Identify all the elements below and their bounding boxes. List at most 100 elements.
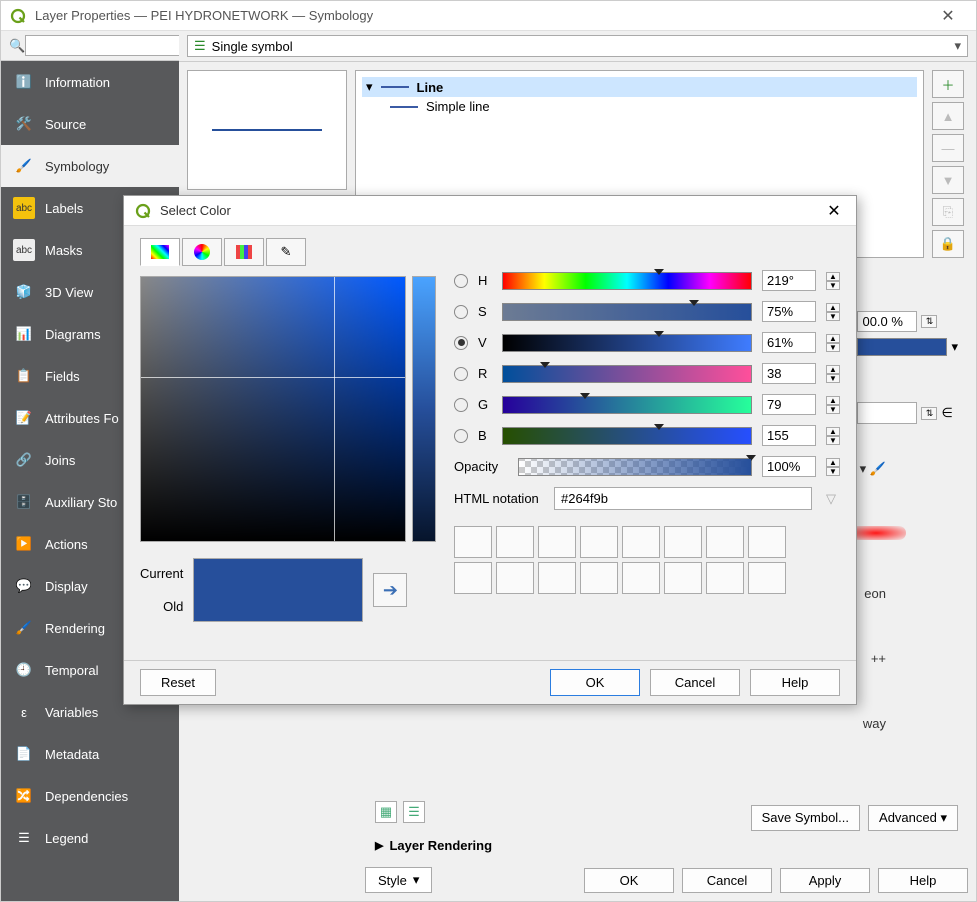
swatch-cell[interactable] (664, 562, 702, 594)
opacity-spinner[interactable]: ⇅ (921, 315, 937, 328)
swatch-cell[interactable] (454, 526, 492, 558)
swatch-cell[interactable] (454, 562, 492, 594)
tab-color-wheel[interactable] (182, 238, 222, 266)
width-spinner[interactable]: ⇅ (921, 407, 937, 420)
slider-g[interactable] (502, 396, 752, 414)
save-symbol-button[interactable]: Save Symbol... (751, 805, 860, 831)
sidebar-item-metadata[interactable]: 📄Metadata (1, 733, 179, 775)
grid-view-icon[interactable]: ▦ (375, 801, 397, 823)
style-menu-button[interactable]: Style▾ (365, 867, 432, 893)
color-cancel-button[interactable]: Cancel (650, 669, 740, 696)
form-icon: 📝 (13, 407, 35, 429)
sidebar-item-dependencies[interactable]: 🔀Dependencies (1, 775, 179, 817)
color-dialog-close-button[interactable]: ✕ (822, 201, 846, 221)
swatch-cell[interactable] (622, 562, 660, 594)
value-h[interactable] (762, 270, 816, 291)
cancel-button[interactable]: Cancel (682, 868, 772, 893)
tab-color-ramp[interactable] (140, 238, 180, 266)
radio-h[interactable] (454, 274, 468, 288)
radio-g[interactable] (454, 398, 468, 412)
color-swatch-button[interactable] (857, 338, 947, 356)
saturation-value-box[interactable] (140, 276, 406, 542)
swatch-cell[interactable] (580, 526, 618, 558)
sidebar-search-input[interactable] (25, 35, 179, 56)
label-v: V (478, 335, 492, 350)
slider-h[interactable] (502, 272, 752, 290)
help-button[interactable]: Help (878, 868, 968, 893)
move-up-button[interactable]: ▲ (932, 102, 964, 130)
hue-column[interactable] (412, 276, 436, 542)
color-help-button[interactable]: Help (750, 669, 840, 696)
view-mode-icons: ▦ ☰ (375, 801, 425, 823)
spinner-g[interactable]: ▲▼ (826, 396, 840, 414)
html-dropdown-icon[interactable]: ▽ (822, 491, 840, 507)
html-notation-input[interactable] (554, 487, 812, 510)
advanced-button[interactable]: Advanced ▾ (868, 805, 958, 831)
sidebar-item-legend[interactable]: ☰Legend (1, 817, 179, 859)
remove-symbol-layer-button[interactable]: — (932, 134, 964, 162)
width-input[interactable] (857, 402, 917, 424)
radio-r[interactable] (454, 367, 468, 381)
channel-row-g: G ▲▼ (454, 394, 840, 415)
value-opacity[interactable] (762, 456, 816, 477)
tab-color-swatches[interactable] (224, 238, 264, 266)
slider-r[interactable] (502, 365, 752, 383)
value-b[interactable] (762, 425, 816, 446)
sidebar-item-information[interactable]: ℹ️Information (1, 61, 179, 103)
spinner-b[interactable]: ▲▼ (826, 427, 840, 445)
radio-s[interactable] (454, 305, 468, 319)
swatch-cell[interactable] (622, 526, 660, 558)
layer-rendering-section[interactable]: ▶ Layer Rendering (375, 838, 492, 853)
spinner-h[interactable]: ▲▼ (826, 272, 840, 290)
slider-v[interactable] (502, 334, 752, 352)
value-r[interactable] (762, 363, 816, 384)
add-symbol-layer-button[interactable]: ＋ (932, 70, 964, 98)
radio-b[interactable] (454, 429, 468, 443)
window-close-button[interactable]: ✕ (928, 6, 968, 26)
tab-color-picker[interactable]: ✎ (266, 238, 306, 266)
symbol-mode-dropdown[interactable]: ☰ Single symbol ▾ (187, 35, 968, 57)
swatch-cell[interactable] (538, 526, 576, 558)
slider-s[interactable] (502, 303, 752, 321)
spinner-opacity[interactable]: ▲▼ (826, 458, 840, 476)
spinner-s[interactable]: ▲▼ (826, 303, 840, 321)
duplicate-button[interactable]: ⎘ (932, 198, 964, 226)
opacity-input[interactable] (857, 311, 917, 332)
tree-row-simple-line[interactable]: Simple line (386, 97, 917, 116)
move-down-button[interactable]: ▼ (932, 166, 964, 194)
tree-row-line[interactable]: ▾ Line (362, 77, 917, 97)
swatch-cell[interactable] (706, 562, 744, 594)
sidebar-item-source[interactable]: 🛠️Source (1, 103, 179, 145)
tree-collapse-icon[interactable]: ▾ (366, 79, 373, 95)
swatch-cell[interactable] (496, 526, 534, 558)
slider-opacity[interactable] (518, 458, 752, 476)
swatch-cell[interactable] (496, 562, 534, 594)
apply-button[interactable]: Apply (780, 868, 870, 893)
list-view-icon[interactable]: ☰ (403, 801, 425, 823)
line-sample-icon (390, 106, 418, 108)
spinner-v[interactable]: ▲▼ (826, 334, 840, 352)
fields-icon: 📋 (13, 365, 35, 387)
value-v[interactable] (762, 332, 816, 353)
opacity-label: Opacity (454, 459, 508, 474)
slider-b[interactable] (502, 427, 752, 445)
spinner-r[interactable]: ▲▼ (826, 365, 840, 383)
swatch-cell[interactable] (580, 562, 618, 594)
old-swatch[interactable] (194, 590, 362, 621)
color-dropdown-icon[interactable]: ▾ (951, 339, 958, 355)
reset-button[interactable]: Reset (140, 669, 216, 696)
value-s[interactable] (762, 301, 816, 322)
swatch-cell[interactable] (748, 526, 786, 558)
sidebar-item-symbology[interactable]: 🖌️Symbology (1, 145, 179, 187)
add-to-swatches-button[interactable]: ➔ (373, 573, 407, 607)
radio-v[interactable] (454, 336, 468, 350)
ok-button[interactable]: OK (584, 868, 674, 893)
swatch-cell[interactable] (706, 526, 744, 558)
swatch-cell[interactable] (748, 562, 786, 594)
expression-icon[interactable]: ∈ (941, 405, 952, 421)
swatch-cell[interactable] (538, 562, 576, 594)
value-g[interactable] (762, 394, 816, 415)
lock-button[interactable]: 🔒 (932, 230, 964, 258)
swatch-cell[interactable] (664, 526, 702, 558)
color-ok-button[interactable]: OK (550, 669, 640, 696)
